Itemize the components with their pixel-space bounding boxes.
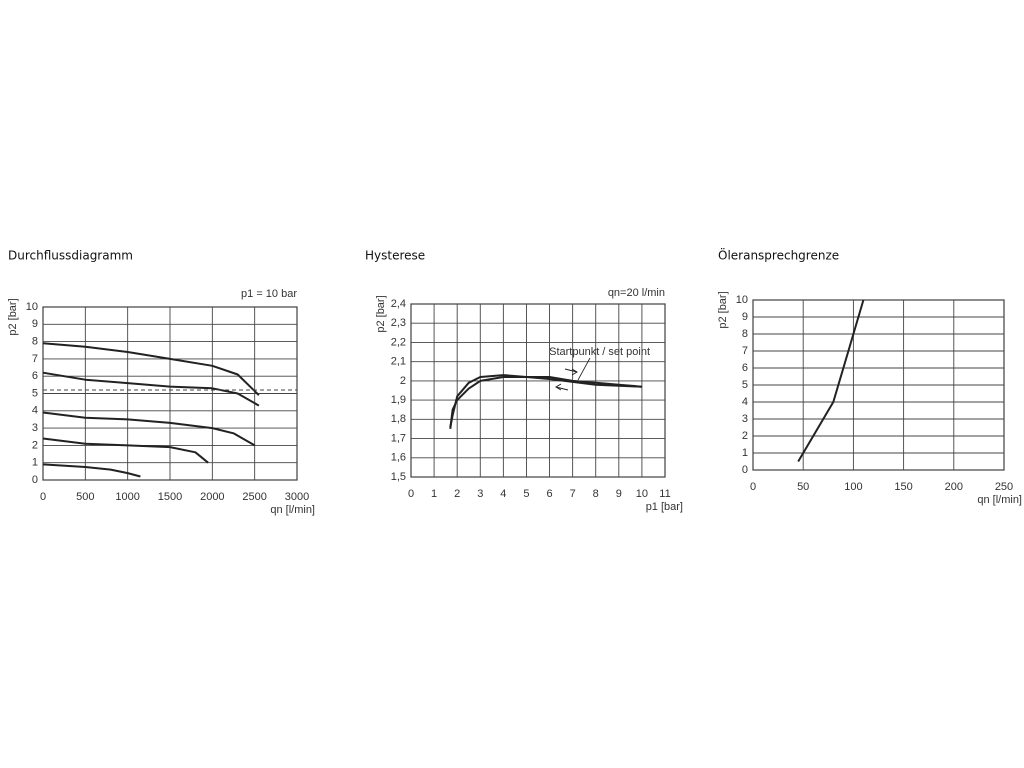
x-axis-label: qn [l/min]: [977, 494, 1022, 506]
x-tick-label: 1500: [158, 491, 182, 503]
y-tick-label: 6: [742, 362, 748, 374]
x-tick-label: 5: [523, 488, 529, 500]
y-tick-label: 5: [32, 387, 38, 399]
y-tick-label: 1,9: [391, 394, 406, 406]
x-tick-label: 7: [570, 488, 576, 500]
annotation: qn=20 l/min: [608, 287, 665, 299]
chart-title: Durchflussdiagramm: [8, 249, 133, 263]
data-line: [42, 342, 260, 396]
y-tick-label: 2,3: [391, 317, 406, 329]
chart-title: Öleransprechgrenze: [718, 247, 839, 263]
y-tick-label: 5: [742, 379, 748, 391]
y-tick-label: 1,6: [391, 452, 406, 464]
x-tick-label: 2: [454, 488, 460, 500]
x-tick-label: 150: [894, 481, 912, 493]
y-tick-label: 1,5: [391, 471, 406, 483]
y-tick-label: 2,2: [391, 336, 406, 348]
y-tick-label: 1: [742, 447, 748, 459]
x-tick-label: 11: [659, 488, 670, 500]
x-tick-label: 3: [477, 488, 483, 500]
x-tick-label: 0: [750, 481, 756, 493]
annotation: Startpunkt / set point: [549, 346, 650, 358]
y-tick-label: 0: [742, 464, 748, 476]
x-tick-label: 500: [76, 491, 94, 503]
y-tick-label: 10: [26, 301, 38, 313]
y-axis-label: p2 [bar]: [375, 295, 387, 332]
data-line: [42, 371, 260, 407]
x-tick-label: 2000: [200, 491, 224, 503]
x-tick-label: 1: [431, 488, 437, 500]
x-tick-label: 100: [844, 481, 862, 493]
x-tick-label: 10: [636, 488, 648, 500]
y-tick-label: 2: [400, 375, 406, 387]
y-tick-label: 4: [32, 405, 38, 417]
x-tick-label: 6: [546, 488, 552, 500]
y-tick-label: 8: [32, 336, 38, 348]
y-tick-label: 1,7: [391, 432, 406, 444]
x-tick-label: 200: [945, 481, 963, 493]
y-tick-label: 9: [742, 311, 748, 323]
y-tick-label: 8: [742, 328, 748, 340]
data-line: [42, 463, 141, 478]
x-axis-label: qn [l/min]: [270, 504, 315, 516]
x-tick-label: 250: [995, 481, 1013, 493]
arrow: [555, 383, 569, 391]
x-tick-label: 50: [797, 481, 809, 493]
y-tick-label: 10: [736, 294, 748, 306]
y-tick-label: 2,1: [391, 356, 406, 368]
y-tick-label: 7: [32, 353, 38, 365]
y-tick-label: 2: [32, 439, 38, 451]
y-tick-label: 3: [742, 413, 748, 425]
x-tick-label: 1000: [115, 491, 139, 503]
y-tick-label: 7: [742, 345, 748, 357]
x-tick-label: 0: [40, 491, 46, 503]
y-tick-label: 1: [32, 457, 38, 469]
arrow: [564, 368, 578, 376]
y-tick-label: 2,4: [391, 298, 406, 310]
y-tick-label: 2: [742, 430, 748, 442]
data-line: [42, 437, 209, 464]
leader: [577, 357, 591, 381]
x-tick-label: 3000: [285, 491, 309, 503]
x-tick-label: 9: [616, 488, 622, 500]
data-line: [797, 299, 865, 463]
x-tick-label: 0: [408, 488, 414, 500]
y-tick-label: 4: [742, 396, 748, 408]
y-tick-label: 6: [32, 370, 38, 382]
data-line: [42, 411, 256, 447]
x-tick-label: 4: [500, 488, 506, 500]
annotation: p1 = 10 bar: [241, 288, 297, 300]
data-line: [449, 374, 642, 428]
y-tick-label: 3: [32, 422, 38, 434]
chart-title: Hysterese: [365, 249, 425, 263]
plot-frame: [410, 303, 666, 478]
y-tick-label: 1,8: [391, 413, 406, 425]
x-tick-label: 2500: [242, 491, 266, 503]
y-axis-label: p2 [bar]: [7, 298, 19, 335]
y-axis-label: p2 [bar]: [717, 291, 729, 328]
y-tick-label: 0: [32, 474, 38, 486]
x-axis-label: p1 [bar]: [646, 501, 683, 513]
y-tick-label: 9: [32, 318, 38, 330]
x-tick-label: 8: [593, 488, 599, 500]
